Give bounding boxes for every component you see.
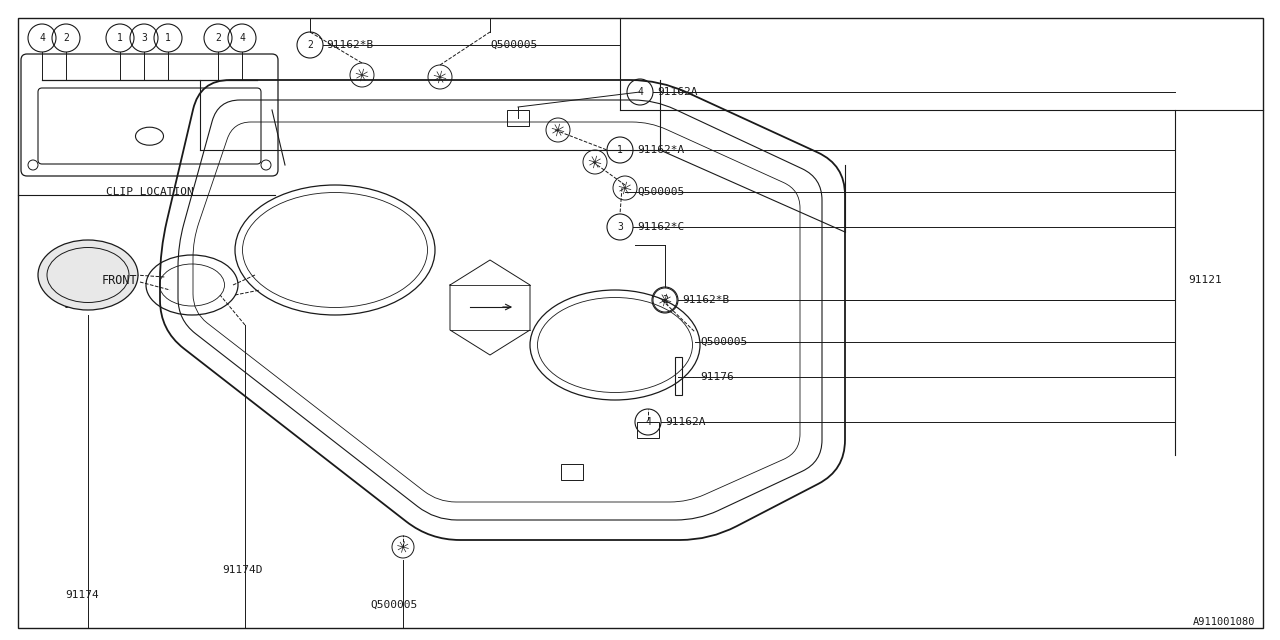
Text: 91162A: 91162A [666, 417, 705, 427]
Text: 91162A: 91162A [657, 87, 698, 97]
Text: Q500005: Q500005 [490, 40, 538, 50]
Text: 1: 1 [165, 33, 172, 43]
Text: 3: 3 [141, 33, 147, 43]
Text: 1: 1 [116, 33, 123, 43]
Text: 2: 2 [63, 33, 69, 43]
Text: 2: 2 [215, 33, 221, 43]
Bar [675, 357, 682, 395]
Text: 91174: 91174 [65, 590, 99, 600]
Text: 91176: 91176 [700, 372, 733, 382]
Text: 3: 3 [617, 222, 623, 232]
Bar [561, 464, 582, 480]
Text: 91162*A: 91162*A [637, 145, 685, 155]
Bar [637, 422, 659, 438]
Text: 2: 2 [307, 40, 312, 50]
Text: Q500005: Q500005 [637, 187, 685, 197]
Text: Q500005: Q500005 [700, 337, 748, 347]
Text: CLIP LOCATION: CLIP LOCATION [106, 187, 193, 197]
Bar [507, 110, 529, 125]
Text: 91162*C: 91162*C [637, 222, 685, 232]
Text: 1: 1 [617, 145, 623, 155]
Text: Q500005: Q500005 [370, 600, 417, 610]
Text: FRONT: FRONT [102, 273, 138, 287]
Text: 4: 4 [645, 417, 652, 427]
Text: 91162*B: 91162*B [326, 40, 374, 50]
Text: 4: 4 [239, 33, 244, 43]
Text: 4: 4 [40, 33, 45, 43]
Text: 2: 2 [662, 295, 668, 305]
Text: 91162*B: 91162*B [682, 295, 730, 305]
Ellipse shape [38, 240, 138, 310]
Text: 91121: 91121 [1188, 275, 1221, 285]
Text: 4: 4 [637, 87, 643, 97]
Text: A911001080: A911001080 [1193, 617, 1254, 627]
Text: 91174D: 91174D [221, 565, 262, 575]
